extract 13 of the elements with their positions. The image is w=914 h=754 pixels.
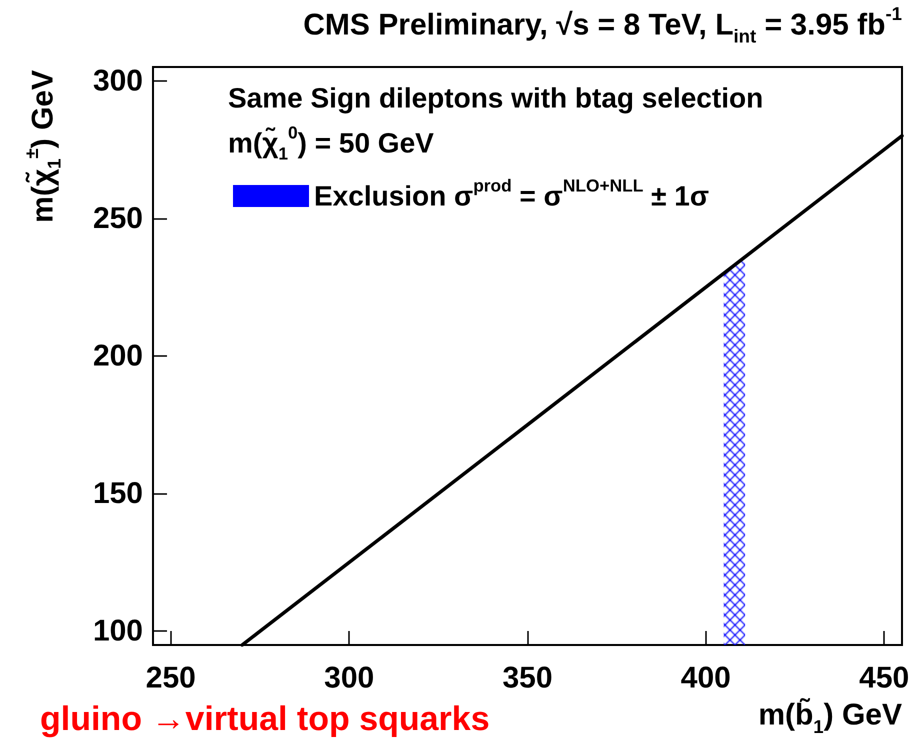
y-tick-label: 200 bbox=[92, 340, 143, 372]
x-tick-label: 350 bbox=[502, 662, 553, 694]
y-axis-title: m(χ̃1±) GeV bbox=[21, 70, 64, 223]
x-tick-label: 450 bbox=[859, 662, 910, 694]
x-tick-label: 300 bbox=[324, 662, 374, 694]
legend-title: Same Sign dileptons with btag selection bbox=[228, 82, 764, 114]
y-tick-label: 150 bbox=[92, 477, 143, 510]
y-tick-label: 250 bbox=[92, 202, 143, 235]
x-tick-label: 400 bbox=[680, 662, 731, 694]
y-tick-label: 300 bbox=[92, 64, 143, 98]
y-tick-label: 100 bbox=[92, 614, 143, 648]
text: gluino →virtual top squarks bbox=[40, 700, 490, 738]
x-tick-label: 250 bbox=[146, 662, 196, 694]
